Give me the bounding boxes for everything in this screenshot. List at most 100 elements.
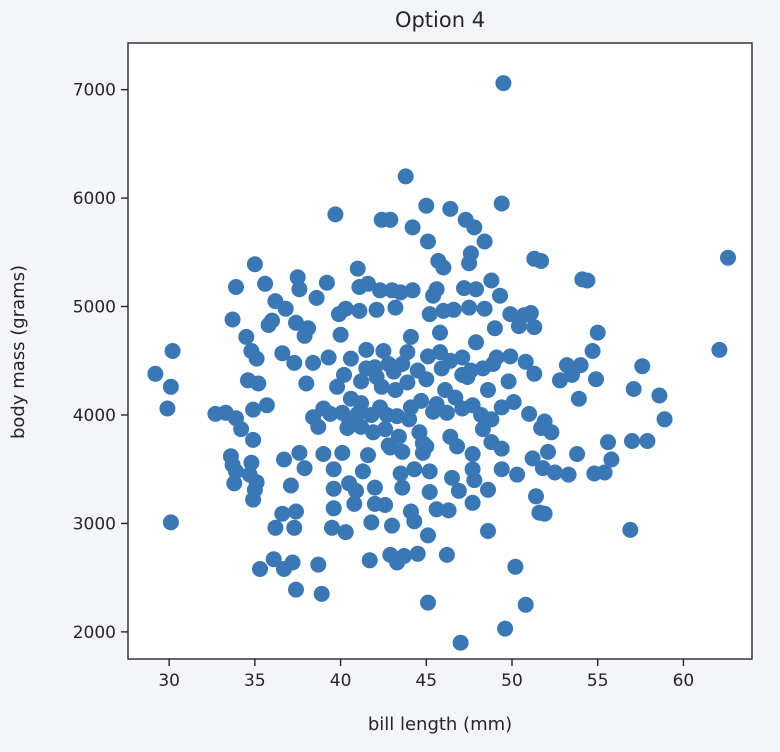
data-point-137 <box>505 394 522 410</box>
data-point-149 <box>377 421 394 438</box>
data-point-245 <box>517 596 534 613</box>
data-point-237 <box>396 548 412 564</box>
data-point-264 <box>342 390 359 407</box>
data-point-4 <box>442 200 459 217</box>
data-point-217 <box>464 494 481 511</box>
data-point-157 <box>624 433 640 449</box>
data-point-38 <box>468 281 484 298</box>
data-point-88 <box>502 348 519 365</box>
x-axis-ticks: 30 35 40 45 50 55 60 <box>158 659 694 691</box>
data-point-10 <box>466 219 483 236</box>
data-point-156 <box>600 434 616 451</box>
data-point-32 <box>372 282 388 299</box>
data-point-181 <box>296 460 313 477</box>
data-point-47 <box>387 299 404 316</box>
data-point-136 <box>493 399 510 416</box>
data-point-227 <box>406 513 423 530</box>
data-point-230 <box>622 521 639 538</box>
data-point-222 <box>286 519 303 536</box>
data-point-186 <box>421 463 438 480</box>
data-point-153 <box>474 421 491 438</box>
data-point-53 <box>502 306 519 323</box>
data-point-58 <box>288 314 304 331</box>
data-point-11 <box>476 233 493 250</box>
data-point-52 <box>476 300 493 317</box>
data-point-167 <box>394 443 411 460</box>
data-point-42 <box>308 289 325 306</box>
data-point-27 <box>289 269 306 286</box>
data-point-144 <box>245 431 262 448</box>
data-point-50 <box>445 301 462 318</box>
data-point-81 <box>420 348 436 365</box>
data-point-74 <box>342 350 359 367</box>
data-point-163 <box>315 446 332 462</box>
y-tick-label-3: 5000 <box>73 298 116 318</box>
data-point-240 <box>507 558 524 575</box>
data-point-34 <box>392 284 409 301</box>
data-point-112 <box>625 381 642 397</box>
data-point-73 <box>320 349 337 366</box>
data-point-63 <box>486 320 503 337</box>
data-point-142 <box>656 411 673 428</box>
data-point-162 <box>291 444 308 461</box>
data-point-223 <box>324 519 340 536</box>
data-point-56 <box>224 311 241 328</box>
data-point-263 <box>428 281 445 298</box>
data-point-61 <box>402 328 419 345</box>
data-point-249 <box>224 456 241 473</box>
y-tick-label-2: 4000 <box>73 406 116 426</box>
data-point-172 <box>493 440 510 457</box>
data-point-93 <box>711 341 728 358</box>
data-point-262 <box>435 259 452 276</box>
data-point-189 <box>493 461 510 478</box>
data-point-96 <box>162 378 179 395</box>
data-point-14 <box>349 260 366 277</box>
data-point-113 <box>159 400 176 417</box>
data-point-141 <box>651 387 668 404</box>
data-point-98 <box>250 375 267 392</box>
data-point-270 <box>425 403 442 420</box>
data-point-45 <box>351 302 368 319</box>
x-tick-label-2: 40 <box>330 671 352 691</box>
data-point-108 <box>526 365 543 382</box>
data-point-146 <box>339 420 356 436</box>
data-point-143 <box>233 421 250 438</box>
data-point-198 <box>325 480 342 497</box>
data-point-273 <box>264 312 280 329</box>
data-point-129 <box>413 392 430 409</box>
data-point-164 <box>334 444 351 461</box>
data-point-183 <box>354 463 371 480</box>
data-point-127 <box>389 408 406 425</box>
data-point-55 <box>522 305 539 321</box>
data-point-205 <box>480 481 496 498</box>
x-tick-label-1: 35 <box>244 671 266 691</box>
data-point-225 <box>363 514 380 531</box>
data-point-221 <box>267 519 284 536</box>
data-point-131 <box>438 404 455 421</box>
data-point-272 <box>358 341 375 358</box>
y-tick-label-5: 7000 <box>73 81 116 101</box>
data-point-219 <box>536 505 553 522</box>
data-point-197 <box>282 477 299 494</box>
data-point-226 <box>384 517 400 534</box>
data-point-241 <box>252 561 268 577</box>
data-point-257 <box>401 411 418 428</box>
data-point-195 <box>226 475 243 492</box>
data-point-193 <box>560 466 577 483</box>
data-point-51 <box>461 299 478 316</box>
data-point-65 <box>526 319 543 336</box>
data-point-72 <box>305 354 322 371</box>
data-point-31 <box>360 275 376 292</box>
data-point-99 <box>336 366 352 383</box>
data-point-268 <box>315 400 332 417</box>
data-point-271 <box>454 366 471 383</box>
data-point-107 <box>500 373 517 390</box>
data-point-71 <box>286 354 303 371</box>
data-point-8 <box>404 219 421 236</box>
data-point-224 <box>337 524 354 541</box>
data-point-239 <box>438 546 455 563</box>
data-point-165 <box>360 447 376 464</box>
x-tick-label-5: 55 <box>587 671 609 691</box>
data-point-169 <box>449 438 466 455</box>
